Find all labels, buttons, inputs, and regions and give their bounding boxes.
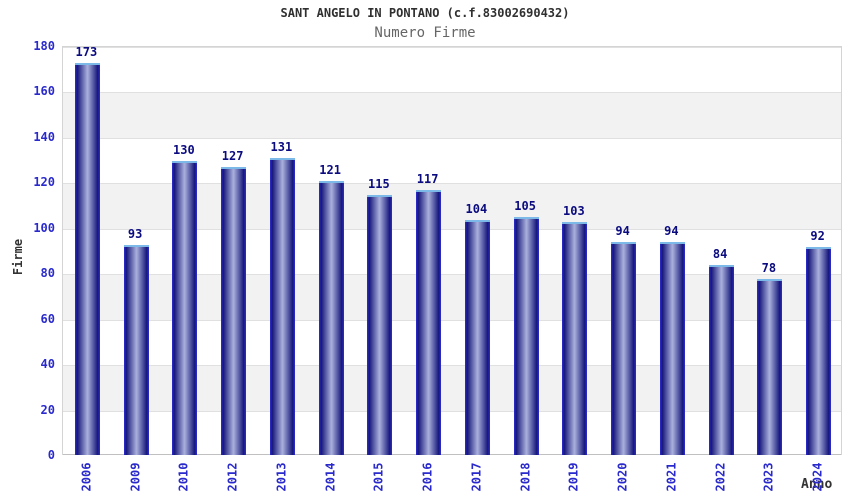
chart-title: SANT ANGELO IN PONTANO (c.f.83002690432) [280,6,570,20]
gridline [63,92,841,94]
x-tick-label-text: 2013 [274,462,289,492]
bar [367,194,393,455]
x-tick-label-text: 2023 [761,462,776,492]
x-tick-label: 2015 [359,457,399,497]
x-tick-label-text: 2012 [225,462,240,492]
bar [659,242,685,455]
grid-band [63,92,841,138]
grid-band [63,47,841,93]
gridline [63,319,841,321]
y-tick-label: 160 [33,84,55,99]
x-tick-label: 2006 [66,457,106,497]
gridline [63,183,841,185]
x-tick-label-text: 2006 [79,462,94,492]
bar [416,190,442,455]
x-tick-label: 2016 [408,457,448,497]
gridline [63,410,841,412]
bar [708,265,734,455]
bar-value-label: 127 [221,149,244,164]
bar-value-label: 105 [514,199,536,214]
plot-area [62,46,842,456]
x-tick-label: 2013 [261,457,301,497]
x-tick-label: 2018 [505,457,545,497]
y-tick-label: 80 [40,266,55,281]
bar [172,160,198,455]
x-tick-label: 2019 [554,457,594,497]
x-tick-label: 2014 [310,457,350,497]
x-axis-title: Anno [801,477,833,492]
bar-value-label: 115 [368,176,390,191]
gridline [63,365,841,367]
y-tick-label: 40 [40,357,55,372]
bar-value-label: 78 [761,260,777,275]
bar-value-label: 94 [615,224,630,239]
bar [757,278,783,455]
x-tick-label: 2022 [700,457,740,497]
x-tick-label-text: 2021 [664,462,679,492]
bar-value-label: 92 [810,228,825,243]
bar-value-label: 131 [270,140,293,155]
y-tick-label: 100 [33,220,55,235]
x-tick-label-text: 2017 [469,462,484,492]
gridline [63,47,841,48]
bar-value-label: 103 [563,203,585,218]
x-tick-label-text: 2020 [615,462,630,492]
bar [562,221,588,455]
x-tick-label-text: 2009 [128,462,143,492]
bar [74,62,100,455]
x-tick-label: 2017 [456,457,496,497]
y-tick-label: 60 [40,311,55,326]
x-tick-label-text: 2024 [810,462,825,492]
x-tick-label: 2010 [164,457,204,497]
x-tick-label-text: 2014 [323,462,338,492]
bar [806,246,832,455]
bar [221,167,247,455]
x-tick-label: 2012 [213,457,253,497]
x-tick-label: 2024 [798,457,838,497]
x-tick-label: 2020 [603,457,643,497]
x-axis-line [63,454,841,455]
bar-value-label: 173 [75,44,98,59]
y-tick-label: 20 [40,402,55,417]
chart-subtitle: Numero Firme [374,25,476,41]
x-tick-label: 2009 [115,457,155,497]
bar-value-label: 130 [173,142,195,157]
bar-value-label: 94 [664,224,679,239]
y-tick-label: 120 [33,175,55,190]
bar-value-label: 117 [416,172,439,187]
x-tick-label-text: 2019 [566,462,581,492]
y-tick-label: 140 [33,129,55,144]
y-tick-label: 0 [47,448,55,462]
bar-value-label: 104 [465,201,488,216]
gridline [63,228,841,230]
x-tick-label-text: 2015 [371,462,386,492]
bar [269,158,295,455]
bar [513,217,539,455]
gridline [63,137,841,139]
x-tick-label-text: 2010 [176,462,191,492]
x-tick-label: 2021 [651,457,691,497]
bar-value-label: 121 [319,163,341,178]
bar-value-label: 93 [127,226,143,241]
y-tick-label: 180 [33,39,55,53]
bar [123,244,149,455]
bar [464,219,490,455]
gridline [63,274,841,276]
x-tick-label-text: 2018 [518,462,533,492]
x-tick-label-text: 2022 [713,462,728,492]
bar [318,181,344,455]
bar [611,242,637,455]
bar-value-label: 84 [712,247,728,262]
x-tick-label-text: 2016 [420,462,435,492]
x-tick-label: 2023 [749,457,789,497]
